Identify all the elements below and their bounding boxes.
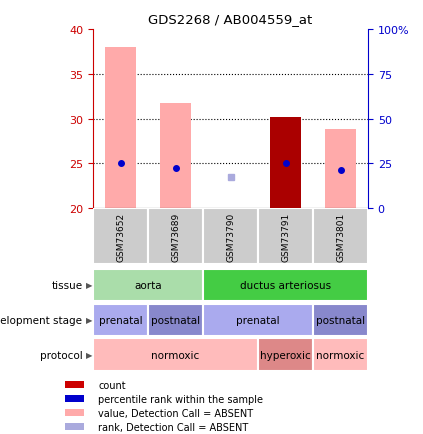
Bar [65,409,83,416]
Title: GDS2268 / AB004559_at: GDS2268 / AB004559_at [148,13,313,26]
Text: prenatal: prenatal [236,315,280,325]
Bar [160,104,191,208]
Text: percentile rank within the sample: percentile rank within the sample [98,394,263,404]
Text: rank, Detection Call = ABSENT: rank, Detection Call = ABSENT [98,422,248,432]
Bar [148,304,203,336]
Text: prenatal: prenatal [99,315,143,325]
Text: GSM73689: GSM73689 [171,212,180,261]
Text: ductus arteriosus: ductus arteriosus [240,280,331,290]
Text: postnatal: postnatal [316,315,365,325]
Bar [325,130,356,208]
Bar [65,381,83,388]
Text: development stage: development stage [0,315,82,325]
Bar [65,424,83,431]
Bar [105,48,136,208]
Text: ▶: ▶ [85,350,92,359]
Text: ▶: ▶ [85,316,92,325]
Text: value, Detection Call = ABSENT: value, Detection Call = ABSENT [98,408,253,418]
Text: hyperoxic: hyperoxic [260,350,311,360]
Bar [313,339,368,371]
Bar [203,269,368,302]
Text: normoxic: normoxic [151,350,200,360]
Text: GSM73790: GSM73790 [226,212,235,261]
Text: normoxic: normoxic [316,350,365,360]
Text: ▶: ▶ [85,281,92,290]
Bar [93,304,148,336]
Bar [313,304,368,336]
Text: GSM73791: GSM73791 [281,212,290,261]
Bar [258,339,313,371]
Text: aorta: aorta [134,280,162,290]
Bar [93,269,203,302]
Bar [203,304,313,336]
Bar [148,208,203,265]
Bar [65,395,83,402]
Bar [93,339,258,371]
Text: protocol: protocol [40,350,82,360]
Bar [203,208,258,265]
Bar [313,208,368,265]
Bar [93,208,148,265]
Text: GSM73652: GSM73652 [116,212,125,261]
Text: tissue: tissue [51,280,82,290]
Bar [258,208,313,265]
Text: postnatal: postnatal [151,315,200,325]
Text: GSM73801: GSM73801 [336,212,345,261]
Bar [270,118,301,208]
Text: count: count [98,380,126,390]
